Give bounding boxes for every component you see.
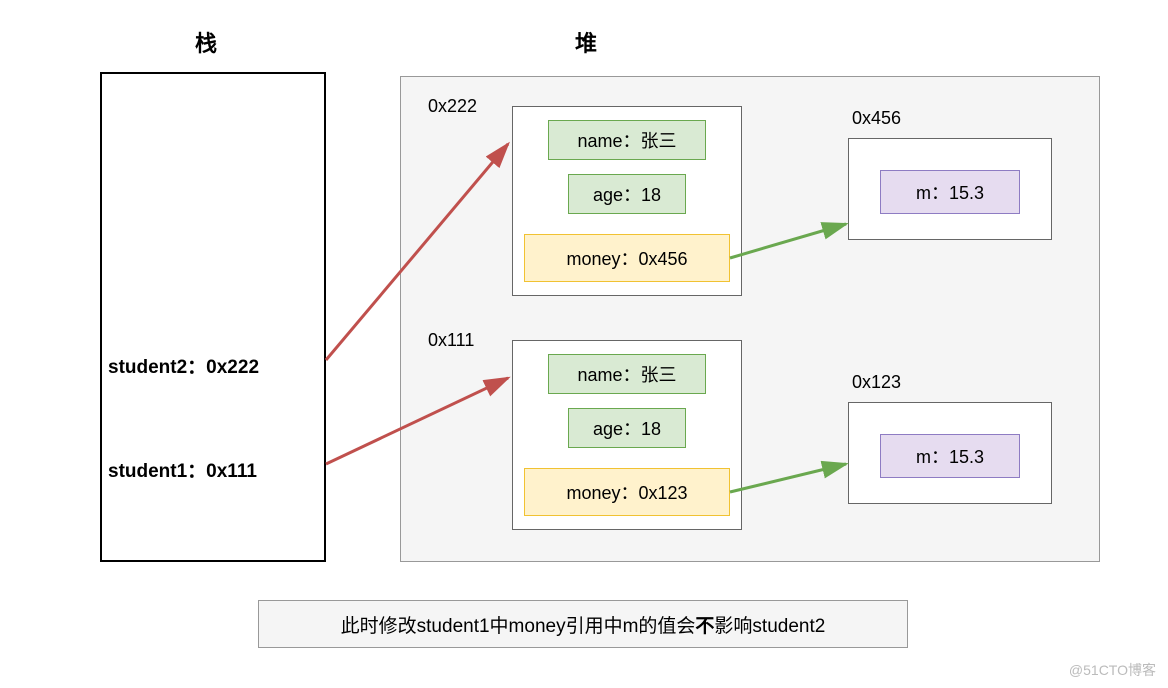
stack-box bbox=[100, 72, 326, 562]
caption-box: 此时修改student1中money引用中m的值会不影响student2 bbox=[258, 600, 908, 648]
student1-entry: student1：0x111 bbox=[108, 456, 257, 483]
ref-123-addr: 0x123 bbox=[852, 372, 901, 393]
heap-heading: 堆 bbox=[575, 26, 597, 58]
obj-222-age-field: age：18 bbox=[568, 174, 686, 214]
caption-text: 此时修改student1中money引用中m的值会不影响student2 bbox=[259, 601, 907, 647]
ref-123-m-field: m：15.3 bbox=[880, 434, 1020, 478]
obj-111-addr: 0x111 bbox=[428, 330, 474, 351]
obj-222-money-field: money：0x456 bbox=[524, 234, 730, 282]
obj-222-addr: 0x222 bbox=[428, 96, 477, 117]
ref-456-m-field: m：15.3 bbox=[880, 170, 1020, 214]
watermark: @51CTO博客 bbox=[1069, 660, 1156, 680]
student2-entry: student2：0x222 bbox=[108, 352, 259, 379]
obj-111-age-field: age：18 bbox=[568, 408, 686, 448]
ref-456-addr: 0x456 bbox=[852, 108, 901, 129]
stack-heading: 栈 bbox=[195, 26, 217, 58]
obj-111-name-field: name：张三 bbox=[548, 354, 706, 394]
obj-222-name-field: name：张三 bbox=[548, 120, 706, 160]
obj-111-money-field: money：0x123 bbox=[524, 468, 730, 516]
